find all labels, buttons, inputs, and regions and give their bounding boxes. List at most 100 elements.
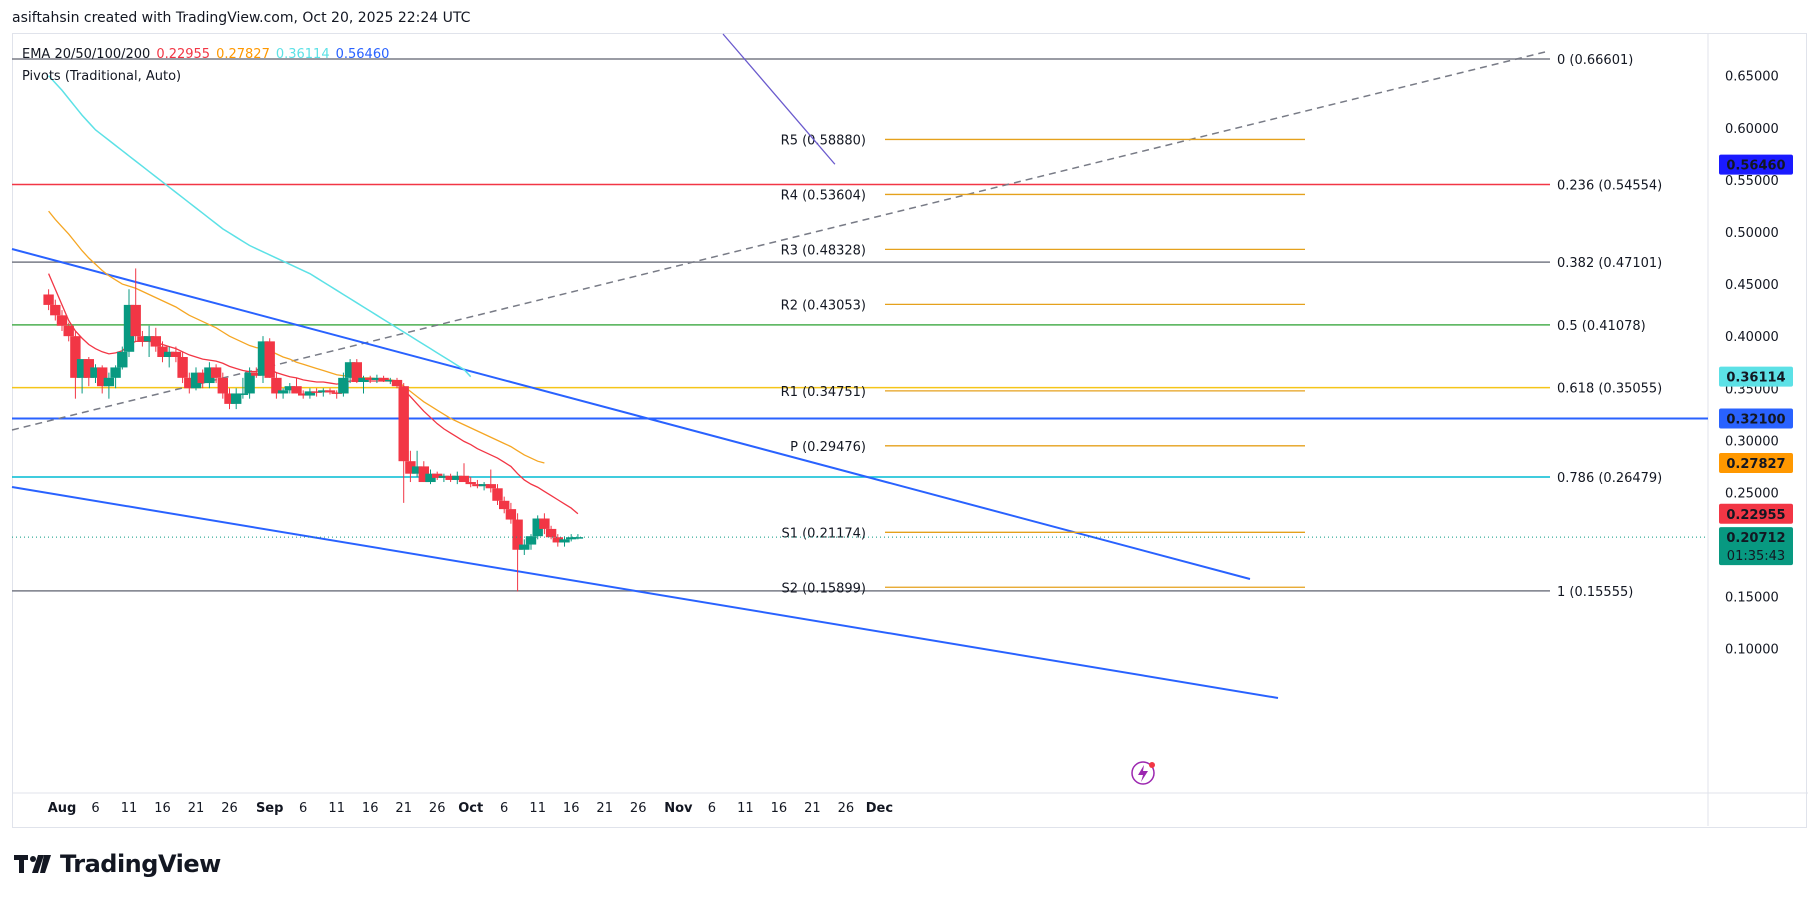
ema200-line (722, 33, 836, 165)
candle-body (271, 377, 282, 394)
x-tick-label: Aug (48, 801, 77, 816)
candle-body (110, 367, 121, 378)
candle-body (90, 367, 101, 378)
candle-body (559, 539, 570, 543)
candle-countdown-text: 01:35:43 (1727, 549, 1785, 564)
candle-body (398, 386, 409, 462)
indicator-legend: EMA 20/50/100/200 0.22955 0.27827 0.36114 0.… (22, 44, 389, 88)
ema-legend-row[interactable]: EMA 20/50/100/200 0.22955 0.27827 0.36114 0.… (22, 44, 389, 66)
candle-body (331, 392, 342, 394)
candle-body (405, 461, 416, 474)
candle-body (452, 475, 463, 480)
candle-body (50, 304, 61, 316)
candle-body (304, 391, 316, 396)
candle-body (291, 386, 302, 394)
x-tick-label: 16 (362, 801, 379, 816)
candle-body (298, 393, 309, 396)
candle-body (210, 367, 222, 378)
price-badge-text: 0.56460 (1726, 159, 1785, 174)
y-tick-label: 0.15000 (1725, 591, 1779, 606)
price-badge (1719, 366, 1793, 387)
candle-body (164, 351, 175, 357)
pivot-label: S2 (0.15899) (781, 581, 866, 596)
candle-body (150, 336, 161, 347)
x-tick-label: 16 (563, 801, 580, 816)
tradingview-logo-icon (14, 855, 51, 873)
candle-body (217, 377, 228, 394)
price-badge (1719, 452, 1793, 473)
candle-body (365, 377, 376, 380)
price-badge-text: 0.27827 (1726, 457, 1785, 472)
candle-body (351, 362, 362, 383)
price-chart[interactable]: 0.65000 0.60000 0.55000 0.50000 0.45000 0.400… (0, 0, 1815, 840)
pivots-legend-row[interactable]: Pivots (Traditional, Auto) (22, 66, 389, 88)
pivot-label: P (0.29476) (790, 440, 866, 455)
candle-body (43, 294, 54, 305)
price-badge (1719, 154, 1793, 175)
price-badge (1719, 503, 1793, 524)
candle-body (83, 359, 94, 378)
candle-body (244, 372, 255, 394)
candle-body (157, 346, 168, 357)
candle-body (411, 466, 423, 474)
candle-body (344, 362, 356, 378)
candle-body (465, 482, 476, 485)
candle-body (338, 377, 349, 394)
tradingview-logo[interactable]: TradingView (14, 850, 221, 878)
x-tick-label: Sep (256, 801, 284, 816)
x-tick-label: 6 (500, 801, 508, 816)
candle-body (137, 336, 148, 342)
x-tick-label: 21 (395, 801, 412, 816)
candle-body (545, 528, 557, 538)
y-tick-label: 0.10000 (1725, 643, 1779, 658)
x-tick-label: 16 (771, 801, 788, 816)
x-tick-label: 11 (121, 801, 138, 816)
candle-body (418, 466, 429, 483)
pivot-label: R5 (0.58880) (781, 133, 866, 148)
candle-body (505, 509, 517, 520)
candle-body (123, 304, 135, 352)
x-tick-label: 6 (299, 801, 307, 816)
x-tick-label: 11 (328, 801, 345, 816)
candle-body (224, 393, 235, 404)
pivot-label: R4 (0.53604) (781, 188, 866, 203)
pivot-label: R2 (0.43053) (781, 298, 866, 313)
candle-body (190, 372, 202, 389)
fib-level-label: 0.5 (0.41078) (1557, 319, 1646, 334)
ema100-value: 0.36114 (275, 47, 330, 62)
ema100-line (48, 75, 472, 378)
candle-body (566, 537, 577, 540)
fib-level-label: 0.382 (0.47101) (1557, 256, 1662, 271)
candle-body (117, 351, 128, 368)
candle-body (445, 475, 456, 480)
candle-body (532, 518, 543, 537)
candle-body (251, 372, 262, 376)
fib-level-label: 0 (0.66601) (1557, 53, 1633, 68)
candle-body (378, 377, 389, 381)
candle-body (519, 544, 530, 550)
x-tick-label: 26 (838, 801, 855, 816)
candle-body (391, 379, 403, 387)
candle-body (197, 372, 208, 384)
candle-body (231, 393, 242, 404)
candle-body (184, 377, 195, 389)
last-price-badge (1719, 527, 1793, 566)
candle-body (324, 390, 336, 393)
candle-body (257, 341, 269, 376)
y-tick-label: 0.50000 (1725, 226, 1779, 241)
candle-body (432, 473, 443, 478)
x-tick-label: 6 (708, 801, 716, 816)
candle-body (438, 475, 450, 478)
x-tick-label: 11 (529, 801, 546, 816)
ema20-line (48, 273, 579, 515)
candle-body (358, 377, 369, 383)
x-tick-label: 26 (630, 801, 647, 816)
events-dot-icon (1149, 762, 1155, 768)
candle-body (103, 377, 115, 387)
hline-price-badge (1719, 408, 1793, 429)
events-flash-glyph-icon (1138, 765, 1148, 782)
x-tick-label: 11 (737, 801, 754, 816)
pivot-label: R3 (0.48328) (781, 243, 866, 258)
x-tick-label: 21 (596, 801, 613, 816)
pivot-label: R1 (0.34751) (781, 385, 866, 400)
